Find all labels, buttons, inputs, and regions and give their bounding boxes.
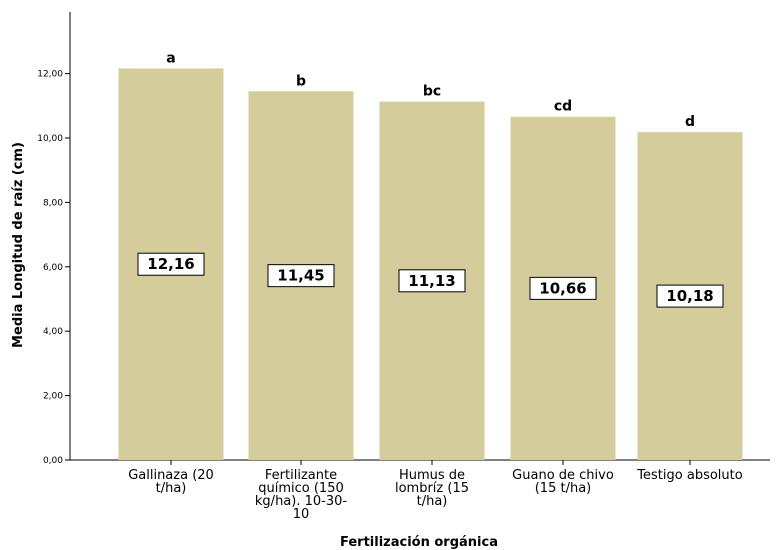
value-label: 12,16 xyxy=(147,255,194,273)
value-label-box xyxy=(529,276,597,300)
significance-letter: cd xyxy=(554,99,572,115)
category-label: Gallinaza (20 t/ha) xyxy=(128,468,214,496)
category-label-line: Gallinaza (20 xyxy=(128,468,214,483)
y-tick-label: 2,00 xyxy=(43,392,63,402)
y-axis-title: Media Longitud de raíz (cm) xyxy=(11,142,26,348)
category-label-line: lombríz (15 xyxy=(395,481,469,496)
significance-letter: d xyxy=(685,114,695,130)
y-tick-label: 4,00 xyxy=(43,327,63,337)
value-label-box xyxy=(267,264,335,288)
value-label: 10,18 xyxy=(666,287,713,305)
value-label-box xyxy=(137,252,205,276)
category-label-line: químico (150 xyxy=(258,481,344,496)
category-label-line: t/ha) xyxy=(156,481,187,496)
category-label-line: 10 xyxy=(293,507,310,522)
value-label-box xyxy=(398,269,466,293)
y-tick-label: 0,00 xyxy=(43,456,63,466)
category-label-line: Fertilizante xyxy=(265,468,337,483)
y-axis: 0,00 2,00 4,00 6,00 8,00 10,00 12,00 xyxy=(37,12,71,466)
category-label-line: Guano de chivo xyxy=(512,468,614,483)
y-tick-label: 8,00 xyxy=(43,198,63,208)
significance-letter: bc xyxy=(423,84,441,100)
bars: a 12,16 b 11,45 bc 11,13 cd 10,66 d 10,18 xyxy=(118,50,743,461)
category-label: Testigo absoluto xyxy=(636,468,742,483)
x-axis: Gallinaza (20 t/ha)Fertilizante químico (1… xyxy=(70,459,770,522)
category-label: Humus de lombríz (15 t/ha) xyxy=(395,468,469,509)
category-label-line: t/ha) xyxy=(417,494,448,509)
y-tick-label: 12,00 xyxy=(37,70,63,80)
y-tick-label: 6,00 xyxy=(43,263,63,273)
value-label-box xyxy=(656,284,724,308)
category-label-line: kg/ha). 10-30- xyxy=(255,494,347,509)
value-label: 11,45 xyxy=(277,267,324,285)
category-label-line: Testigo absoluto xyxy=(636,468,742,483)
value-label: 10,66 xyxy=(539,279,586,297)
significance-letter: b xyxy=(296,73,306,89)
x-axis-title: Fertilización orgánica xyxy=(340,535,498,550)
category-label-line: (15 t/ha) xyxy=(535,481,592,496)
category-label: Fertilizante químico (150 kg/ha). 10-30-10 xyxy=(255,468,347,522)
category-label: Guano de chivo (15 t/ha) xyxy=(512,468,614,496)
significance-letter: a xyxy=(166,50,175,66)
y-tick-label: 10,00 xyxy=(37,134,63,144)
value-label: 11,13 xyxy=(408,272,455,290)
category-label-line: Humus de xyxy=(399,468,465,483)
